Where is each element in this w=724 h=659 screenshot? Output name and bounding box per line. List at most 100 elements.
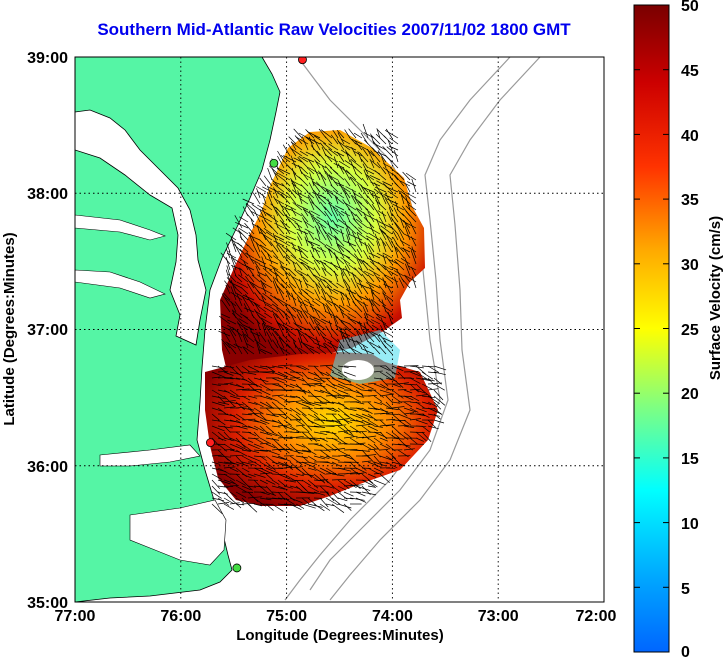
velocity-vector [355, 436, 365, 439]
velocity-vector [373, 334, 381, 343]
velocity-vector [301, 413, 314, 424]
velocity-vector [253, 467, 268, 475]
velocity-vector [295, 389, 307, 393]
velocity-vector [259, 298, 273, 307]
velocity-vector [338, 213, 345, 223]
velocity-vector [226, 265, 231, 277]
velocity-vector [280, 266, 291, 277]
velocity-vector [371, 203, 381, 217]
velocity-vector [403, 412, 415, 415]
velocity-vector [313, 479, 325, 482]
velocity-vector [370, 160, 381, 169]
velocity-vector [305, 136, 315, 145]
velocity-vector [403, 220, 411, 235]
velocity-vector [313, 395, 323, 403]
velocity-vector [344, 178, 351, 187]
velocity-vector [375, 200, 387, 211]
chesapeake-bay [75, 109, 207, 346]
velocity-vector [382, 252, 393, 259]
velocity-vector [283, 485, 293, 489]
velocity-vector [259, 419, 270, 425]
velocity-vector [365, 199, 375, 211]
velocity-vector [314, 326, 321, 337]
velocity-vector [250, 258, 261, 265]
velocity-vector [352, 301, 363, 313]
velocity-vector [230, 264, 243, 271]
velocity-vector [340, 228, 345, 241]
velocity-vector [374, 182, 381, 193]
velocity-vector [382, 337, 393, 343]
velocity-vector [266, 185, 273, 199]
velocity-vector [382, 277, 387, 289]
velocity-vector [257, 271, 267, 277]
velocity-vector [289, 503, 302, 511]
x-tick-label: 77:00 [55, 608, 96, 625]
velocity-vector [361, 449, 370, 459]
velocity-vector [263, 306, 273, 313]
velocity-vector [277, 371, 289, 378]
velocity-vector [289, 431, 300, 433]
velocity-vector [324, 165, 333, 175]
velocity-vector [259, 442, 270, 445]
velocity-vector [260, 279, 267, 289]
velocity-vector [373, 479, 386, 486]
velocity-vector [300, 166, 309, 175]
velocity-vector [221, 293, 231, 307]
velocity-vector [367, 448, 379, 451]
velocity-vector [328, 280, 339, 289]
velocity-vector [381, 342, 393, 355]
velocity-vector [274, 235, 285, 241]
velocity-vector [283, 443, 291, 450]
velocity-vector [229, 389, 239, 396]
velocity-vector [365, 282, 375, 289]
velocity-vector [295, 461, 308, 464]
velocity-vector [288, 136, 297, 145]
velocity-vector [409, 395, 420, 402]
velocity-vector [343, 377, 351, 384]
velocity-vector [274, 222, 285, 229]
velocity-vector [370, 331, 381, 337]
velocity-vector [247, 298, 261, 307]
velocity-vector [247, 425, 259, 431]
velocity-vector [229, 395, 241, 400]
velocity-vector [281, 183, 291, 193]
velocity-vector [337, 383, 352, 390]
velocity-vector [427, 371, 437, 374]
velocity-vector [317, 170, 327, 181]
velocity-vector [369, 341, 381, 349]
velocity-vector [242, 333, 249, 349]
velocity-vector [243, 346, 255, 355]
velocity-vector [322, 343, 333, 355]
velocity-vector [374, 186, 387, 193]
velocity-vector [324, 206, 333, 217]
velocity-vector [287, 241, 297, 247]
colorbar-tick: 40 [681, 128, 699, 145]
velocity-vector [403, 425, 415, 428]
velocity-vector [241, 473, 252, 479]
velocity-vector [277, 407, 287, 416]
velocity-vector [235, 437, 246, 449]
velocity-vector [277, 497, 290, 500]
velocity-vector [256, 190, 267, 199]
velocity-vector [350, 277, 357, 289]
velocity-vector [379, 371, 393, 381]
velocity-vector [314, 247, 321, 259]
velocity-vector [318, 282, 327, 295]
velocity-vector [404, 263, 411, 277]
velocity-vector [239, 236, 249, 247]
velocity-vector [247, 265, 255, 277]
velocity-vector [383, 135, 393, 145]
velocity-vector [336, 129, 345, 139]
velocity-vector [397, 227, 405, 241]
velocity-vector [336, 138, 345, 151]
velocity-vector [378, 299, 387, 307]
velocity-vector [307, 419, 321, 426]
velocity-vector [259, 401, 273, 409]
velocity-vector [295, 503, 305, 509]
velocity-vector [342, 167, 351, 181]
velocity-vector [325, 389, 337, 399]
velocity-vector [365, 208, 375, 217]
velocity-vector [295, 401, 311, 408]
velocity-vector [232, 243, 243, 253]
velocity-vector [415, 431, 427, 442]
